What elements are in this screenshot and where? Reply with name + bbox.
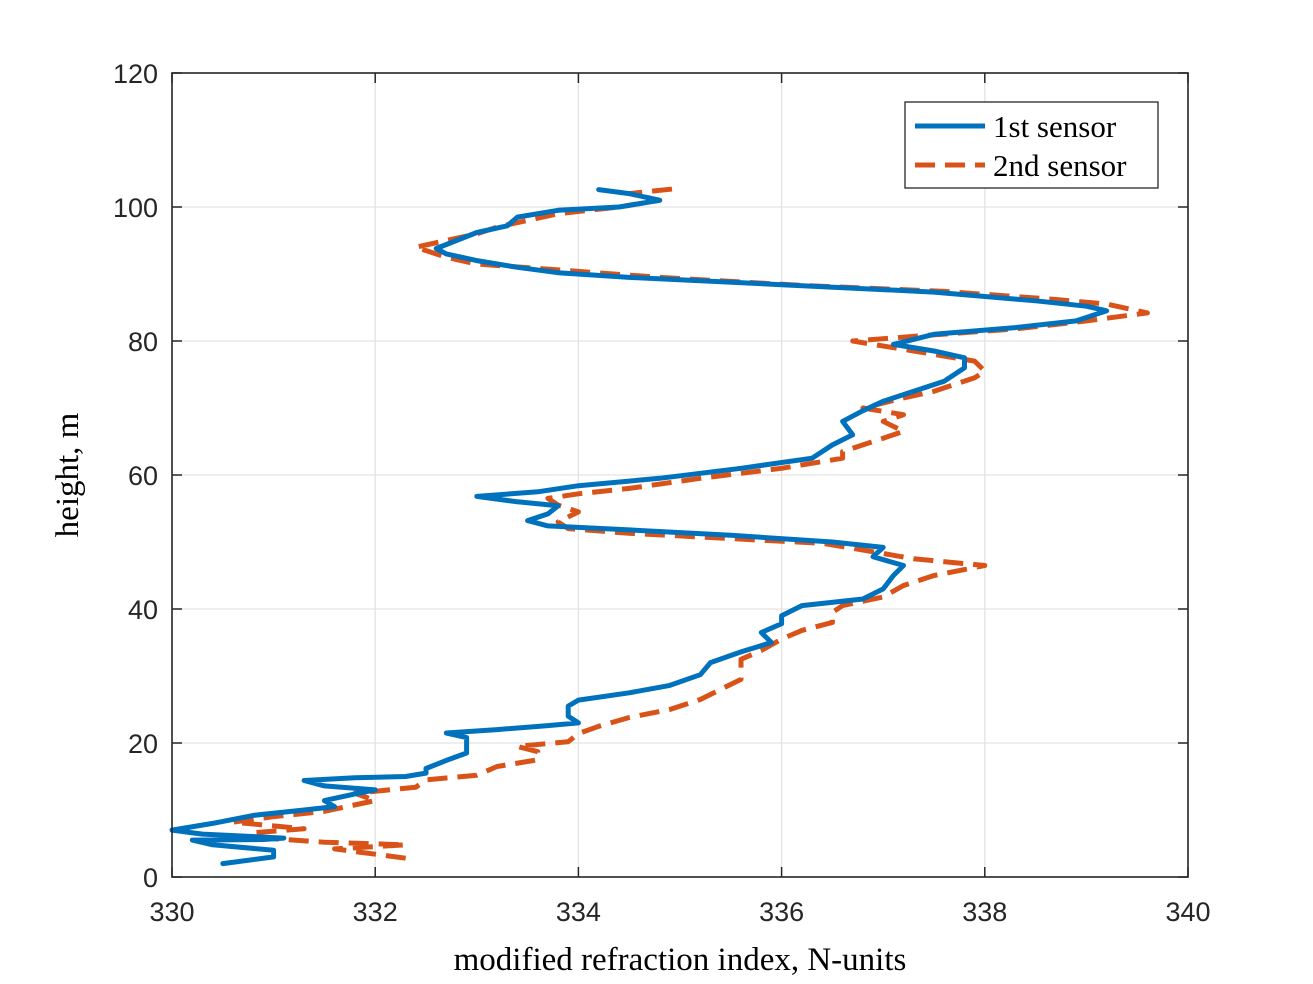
x-tick-label: 330 [149, 897, 194, 927]
axis-ticks: 330 332 334 336 338 340 0 20 40 60 80 100 120 [113, 59, 1211, 927]
x-axis-label: modified refraction index, N-units [454, 942, 907, 978]
y-tick-label: 80 [128, 327, 158, 357]
series-line-2nd-sensor [230, 185, 1150, 861]
y-axis-label: height, m [50, 412, 86, 537]
grid-lines [172, 73, 1188, 877]
series-line-1st-sensor [169, 187, 1110, 867]
y-tick-label: 40 [128, 595, 158, 625]
x-tick-label: 340 [1165, 897, 1210, 927]
y-tick-label: 20 [128, 729, 158, 759]
y-tick-label: 0 [143, 863, 158, 893]
x-tick-label: 336 [759, 897, 804, 927]
y-tick-label: 100 [113, 193, 158, 223]
legend: 1st sensor 2nd sensor [904, 101, 1159, 189]
y-tick-label: 120 [113, 59, 158, 89]
legend-box [904, 101, 1159, 189]
plot-series [169, 185, 1150, 867]
legend-label-1st-sensor: 1st sensor [993, 109, 1117, 144]
y-tick-label: 60 [128, 461, 158, 491]
legend-label-2nd-sensor: 2nd sensor [993, 148, 1127, 183]
x-tick-label: 334 [556, 897, 601, 927]
x-tick-label: 338 [962, 897, 1007, 927]
x-tick-label: 332 [353, 897, 398, 927]
